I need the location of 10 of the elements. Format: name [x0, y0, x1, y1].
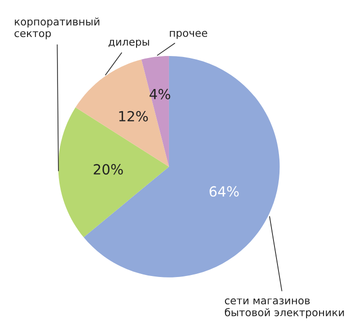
data-label: 64% — [210, 186, 239, 197]
slice-label: корпоративный сектор — [14, 17, 100, 40]
pie-slice — [84, 56, 280, 278]
slice-label: сети магазинов бытовой электроники — [224, 298, 344, 318]
data-label: 12% — [119, 110, 148, 122]
data-label: 20% — [94, 164, 123, 175]
data-label: 4% — [150, 88, 170, 100]
slice-label: прочее — [170, 30, 208, 39]
slice-label: дилеры — [108, 40, 150, 48]
pie-slice — [58, 107, 169, 238]
